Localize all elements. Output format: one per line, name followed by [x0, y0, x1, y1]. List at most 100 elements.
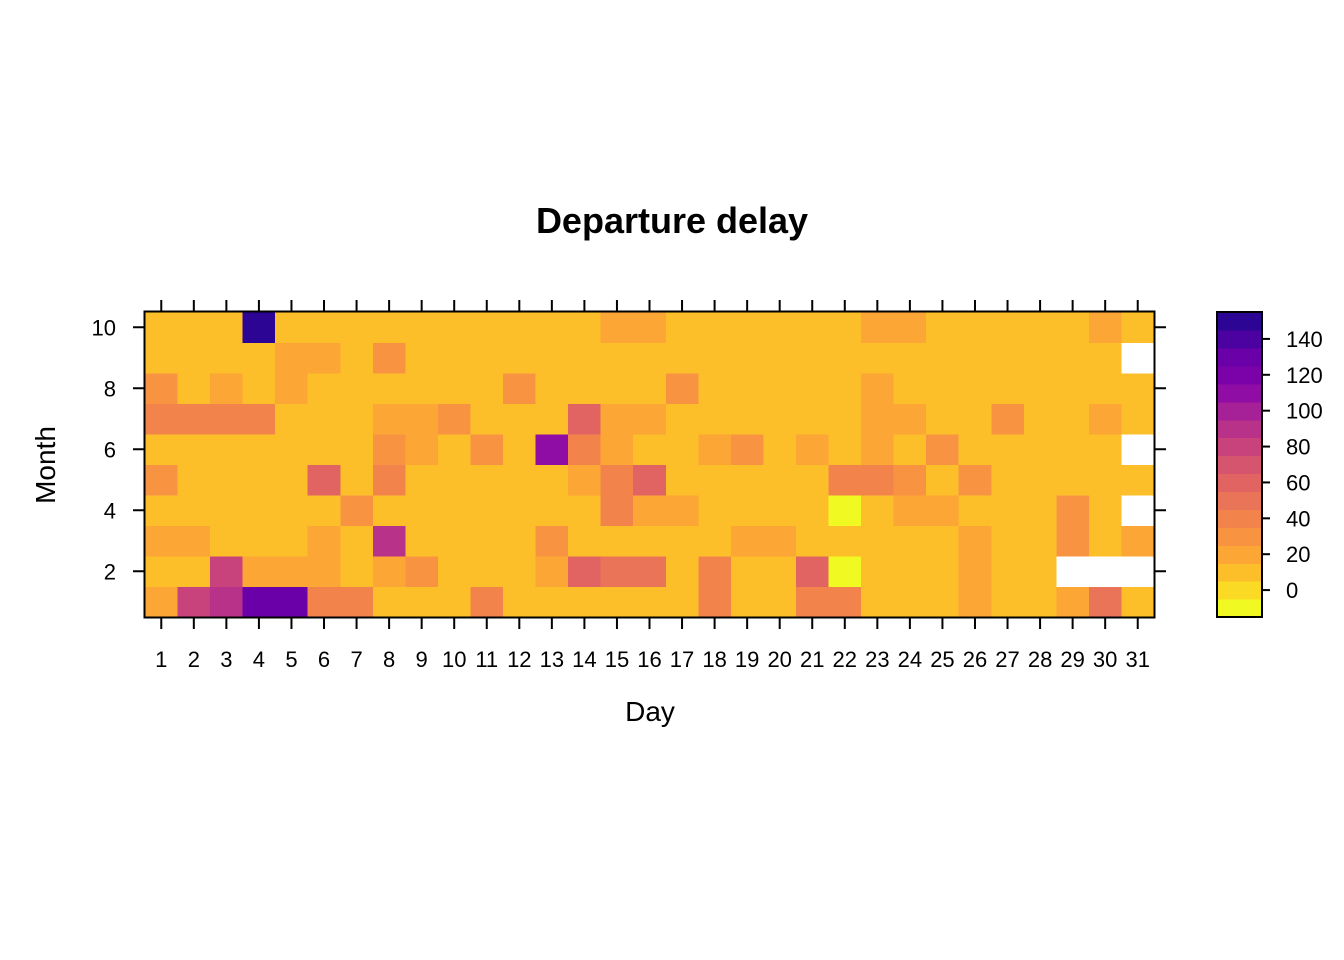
heatmap-cell	[242, 464, 276, 496]
heatmap-cell	[437, 464, 472, 496]
heatmap-cell	[1121, 464, 1155, 496]
x-tick-label: 20	[767, 647, 791, 672]
heatmap-cell	[405, 556, 439, 588]
heatmap-cell	[665, 373, 699, 405]
heatmap-cell	[210, 312, 244, 344]
heatmap-cell	[795, 464, 830, 496]
x-tick-label: 17	[670, 647, 694, 672]
heatmap-cell	[372, 373, 406, 405]
heatmap-cell	[177, 464, 211, 496]
colorbar-swatch	[1217, 365, 1262, 385]
heatmap-cell	[568, 312, 602, 344]
heatmap-cell	[535, 434, 569, 466]
heatmap-cell	[828, 312, 862, 344]
colorbar-swatch	[1217, 419, 1262, 439]
heatmap-cell	[1056, 495, 1090, 527]
x-tick-label: 28	[1028, 647, 1052, 672]
heatmap-cell	[893, 464, 927, 496]
heatmap-cell	[991, 464, 1025, 496]
heatmap-cell	[1088, 556, 1123, 588]
heatmap-cell	[437, 556, 472, 588]
heatmap-cell	[991, 495, 1025, 527]
heatmap-cell	[795, 556, 830, 588]
heatmap-cell	[795, 403, 830, 435]
heatmap-cell	[665, 586, 699, 618]
heatmap-cell	[1023, 495, 1057, 527]
heatmap-cell	[828, 373, 862, 405]
heatmap-cell	[1056, 373, 1090, 405]
heatmap-cell	[470, 464, 504, 496]
heatmap-cell	[698, 525, 732, 557]
x-tick-label: 13	[540, 647, 564, 672]
x-tick-label: 16	[637, 647, 661, 672]
heatmap-cell	[568, 464, 602, 496]
heatmap-cell	[861, 525, 895, 557]
heatmap-cell	[991, 342, 1025, 374]
heatmap-cell	[633, 495, 667, 527]
heatmap-cell	[926, 403, 960, 435]
heatmap-cell	[568, 556, 602, 588]
heatmap-cell	[210, 434, 244, 466]
heatmap-cell	[340, 495, 374, 527]
heatmap-cell	[437, 495, 472, 527]
heatmap-cell	[828, 525, 862, 557]
x-tick-label: 31	[1125, 647, 1149, 672]
heatmap-cell	[893, 495, 927, 527]
heatmap-cell	[340, 373, 374, 405]
heatmap-cell	[991, 312, 1025, 344]
heatmap-cell	[503, 373, 537, 405]
heatmap-cell	[893, 342, 927, 374]
heatmap-cell	[568, 495, 602, 527]
heatmap-cell	[665, 556, 699, 588]
heatmap-cell	[242, 495, 276, 527]
heatmap-cell	[1023, 312, 1057, 344]
x-tick-label: 27	[995, 647, 1019, 672]
heatmap-cell	[405, 373, 439, 405]
heatmap-cell	[795, 586, 830, 618]
heatmap-cell	[307, 586, 341, 618]
heatmap-cell	[242, 434, 276, 466]
heatmap-cell	[535, 403, 569, 435]
heatmap-cell	[275, 403, 309, 435]
colorbar-tick-label: 60	[1286, 470, 1310, 495]
heatmap-cell	[730, 556, 765, 588]
heatmap-cell	[535, 312, 569, 344]
heatmap-cell	[503, 434, 537, 466]
heatmap-cell	[470, 403, 504, 435]
heatmap-cell	[1023, 434, 1057, 466]
heatmap-cell	[242, 342, 276, 374]
heatmap-cell	[177, 342, 211, 374]
heatmap-cell	[633, 556, 667, 588]
heatmap-cell	[340, 403, 374, 435]
heatmap-cell	[893, 312, 927, 344]
x-axis-ticks: 1 2 3 4 5 6 7 8 9 10 11 12 13 14 15 16 17 18 19 20 21 22 23 24 2…	[155, 300, 1150, 672]
heatmap-cell	[763, 373, 797, 405]
heatmap-cell	[275, 586, 309, 618]
heatmap-cell	[633, 312, 667, 344]
heatmap-cell	[437, 586, 472, 618]
heatmap-cell	[600, 342, 634, 374]
heatmap-cell	[405, 586, 439, 618]
heatmap-cell	[372, 495, 406, 527]
y-axis-ticks: 2 4 6 8 10	[92, 315, 1166, 584]
heatmap-cell	[405, 495, 439, 527]
colorbar-swatch	[1217, 563, 1262, 582]
heatmap-cell	[210, 525, 244, 557]
heatmap-cell	[861, 373, 895, 405]
heatmap-cell	[145, 312, 179, 344]
heatmap-cell	[145, 556, 179, 588]
heatmap-cell	[991, 586, 1025, 618]
heatmap-cell	[535, 556, 569, 588]
heatmap-cell	[307, 464, 341, 496]
heatmap-cell	[503, 464, 537, 496]
heatmap-cell	[177, 312, 211, 344]
heatmap-cell	[665, 525, 699, 557]
heatmap-cell	[600, 495, 634, 527]
heatmap-cell	[730, 525, 765, 557]
heatmap-cell	[600, 403, 634, 435]
heatmap-cell	[503, 556, 537, 588]
colorbar-tick-label: 40	[1286, 506, 1310, 531]
heatmap-cell	[275, 525, 309, 557]
heatmap-cell	[210, 464, 244, 496]
heatmap-cell	[242, 556, 276, 588]
